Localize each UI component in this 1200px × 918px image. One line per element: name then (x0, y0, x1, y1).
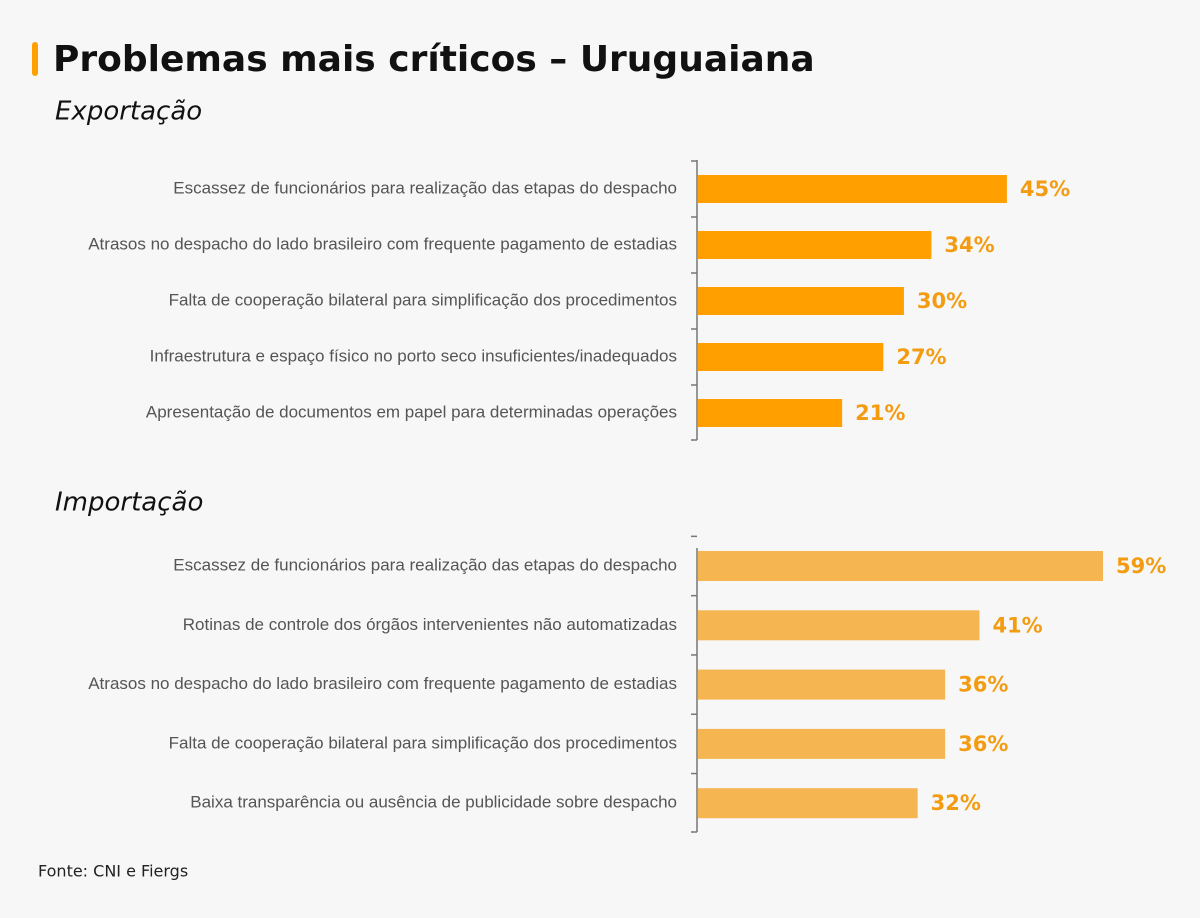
bar (698, 343, 884, 371)
category-label: Escassez de funcionários para realização… (173, 178, 677, 197)
value-label: 45% (1020, 177, 1070, 201)
chart-subtitle: Importação (55, 488, 203, 518)
category-label: Escassez de funcionários para realização… (173, 555, 677, 574)
bar (698, 399, 843, 427)
value-label: 41% (992, 613, 1042, 637)
bar (698, 551, 1103, 581)
bar (698, 788, 918, 819)
title-accent (32, 42, 38, 76)
bar (698, 669, 946, 700)
bar (698, 610, 980, 641)
category-label: Atrasos no despacho do lado brasileiro c… (88, 674, 677, 693)
value-label: 59% (1116, 554, 1166, 578)
bar (698, 287, 904, 315)
value-label: 30% (917, 289, 967, 313)
bar (698, 175, 1007, 203)
category-label: Atrasos no despacho do lado brasileiro c… (88, 234, 677, 253)
page-title: Problemas mais críticos – Uruguaiana (53, 39, 815, 80)
bar (698, 231, 932, 259)
value-label: 34% (944, 233, 994, 257)
value-label: 27% (896, 345, 946, 369)
category-label: Falta de cooperação bilateral para simpl… (169, 290, 677, 309)
bar (698, 728, 946, 759)
value-label: 32% (931, 791, 981, 815)
category-label: Rotinas de controle dos órgãos interveni… (183, 615, 677, 634)
category-label: Baixa transparência ou ausência de publi… (190, 793, 677, 812)
value-label: 21% (855, 401, 905, 425)
chart-subtitle: Exportação (55, 97, 202, 127)
source: Fonte: CNI e Fiergs (38, 862, 188, 881)
category-label: Apresentação de documentos em papel para… (146, 402, 677, 421)
category-label: Falta de cooperação bilateral para simpl… (169, 733, 677, 752)
value-label: 36% (958, 673, 1008, 697)
value-label: 36% (958, 732, 1008, 756)
category-label: Infraestrutura e espaço físico no porto … (150, 346, 677, 365)
